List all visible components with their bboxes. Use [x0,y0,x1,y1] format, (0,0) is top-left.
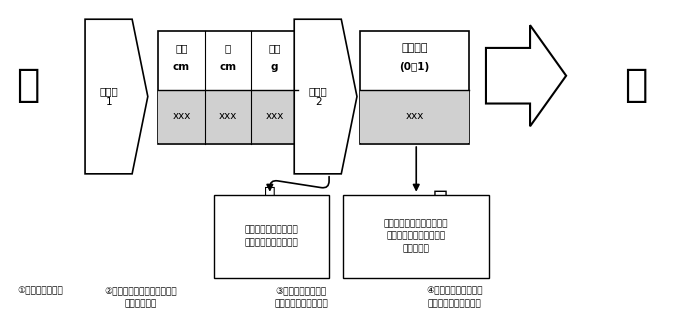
Text: ①苗を撮影する。: ①苗を撮影する。 [17,287,62,296]
Text: ②苗画像から高さ、幅、重さ
を推定する。: ②苗画像から高さ、幅、重さ を推定する。 [104,287,177,308]
Text: xxx: xxx [265,111,284,121]
Text: 閾値以上の傍き指数の苗は
正常な生育でないとして
取り除く。: 閾値以上の傍き指数の苗は 正常な生育でないとして 取り除く。 [384,219,449,253]
FancyBboxPatch shape [158,31,298,144]
Text: 🌱: 🌱 [264,185,276,204]
Text: xxx: xxx [219,111,237,121]
Text: 閾値よりも小さい苗は
生育不良として除く。: 閾値よりも小さい苗は 生育不良として除く。 [245,226,298,247]
Text: ③残った苗画像から
傍き指数を測定する。: ③残った苗画像から 傍き指数を測定する。 [274,287,328,308]
Text: モデル
2: モデル 2 [309,86,328,107]
Text: (0～1): (0～1) [400,62,430,72]
Text: xxx: xxx [172,111,190,121]
Polygon shape [294,19,357,174]
Text: 🌿: 🌿 [16,66,40,104]
Text: cm: cm [219,62,237,72]
Text: ④傍き指数が閾値より
小さい苗を移植する。: ④傍き指数が閾値より 小さい苗を移植する。 [426,287,483,308]
Text: モデル
1: モデル 1 [99,86,118,107]
Text: xxx: xxx [405,111,424,121]
Text: cm: cm [173,62,190,72]
FancyBboxPatch shape [214,195,329,278]
Text: 高さ: 高さ [175,43,188,53]
FancyBboxPatch shape [360,31,468,144]
Text: 重さ: 重さ [268,43,281,53]
Text: 🌿: 🌿 [624,66,648,104]
Text: 🌿: 🌿 [433,188,448,212]
Text: 幅: 幅 [225,43,231,53]
Text: 傍き指数: 傍き指数 [401,43,428,53]
Polygon shape [85,19,148,174]
FancyBboxPatch shape [158,91,298,143]
FancyBboxPatch shape [343,195,489,278]
Text: g: g [271,62,278,72]
FancyBboxPatch shape [360,91,468,143]
Polygon shape [486,25,566,126]
